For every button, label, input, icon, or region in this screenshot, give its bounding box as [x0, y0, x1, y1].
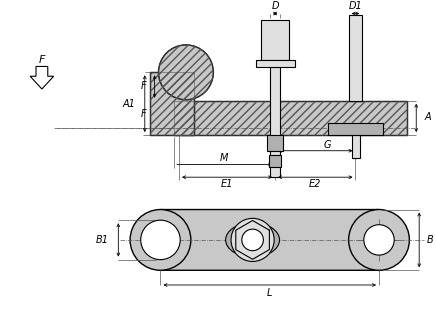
FancyBboxPatch shape	[160, 210, 379, 270]
Text: L: L	[266, 288, 272, 298]
Bar	[267, 135, 283, 151]
Text: B1: B1	[95, 235, 109, 245]
Text: F: F	[141, 81, 147, 91]
Text: A1: A1	[122, 99, 135, 109]
Bar	[349, 16, 362, 101]
Polygon shape	[174, 101, 407, 135]
Polygon shape	[30, 66, 54, 89]
Circle shape	[231, 218, 274, 262]
Bar	[351, 135, 361, 158]
Circle shape	[364, 225, 394, 255]
Text: F: F	[39, 55, 45, 64]
Bar	[262, 20, 289, 60]
Text: D: D	[271, 1, 279, 11]
Circle shape	[130, 210, 191, 270]
Polygon shape	[150, 72, 194, 135]
Circle shape	[159, 45, 213, 100]
Bar	[270, 67, 280, 177]
Circle shape	[141, 220, 180, 260]
Circle shape	[242, 229, 263, 251]
Bar	[255, 60, 295, 67]
Circle shape	[349, 210, 409, 270]
Text: A: A	[424, 112, 431, 122]
Text: M: M	[220, 152, 228, 163]
Bar	[328, 123, 383, 135]
Text: E2: E2	[309, 179, 321, 189]
Bar	[269, 155, 281, 167]
Text: B: B	[427, 235, 434, 245]
Text: F: F	[141, 109, 147, 120]
Ellipse shape	[226, 223, 279, 257]
Text: E1: E1	[221, 179, 233, 189]
Text: D1: D1	[349, 1, 362, 11]
Text: G: G	[324, 140, 331, 150]
